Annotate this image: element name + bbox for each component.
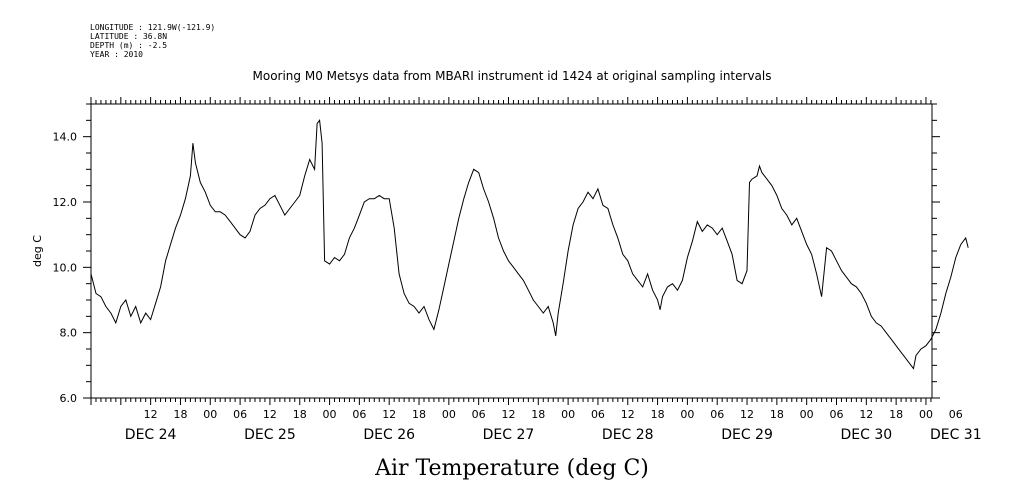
latitude-label: LATITUDE : 36.8N [90, 32, 167, 41]
x-tick-label: 06 [591, 408, 605, 421]
x-tick-label: 18 [889, 408, 903, 421]
depth-label: DEPTH (m) : -2.5 [90, 41, 167, 50]
x-tick-label: 12 [382, 408, 396, 421]
x-day-label: DEC 24 [125, 427, 177, 443]
y-tick-label: 10.0 [53, 261, 78, 274]
x-tick-label: 00 [919, 408, 933, 421]
x-axis-title: Air Temperature (deg C) [374, 456, 649, 481]
x-day-label: DEC 27 [483, 427, 535, 443]
x-tick-label: 06 [233, 408, 247, 421]
x-tick-label: 18 [173, 408, 187, 421]
x-tick-label: 18 [651, 408, 665, 421]
x-tick-label: 00 [800, 408, 814, 421]
plot-frame [90, 103, 933, 399]
x-day-label: DEC 26 [363, 427, 415, 443]
metadata-block: LONGITUDE : 121.9W(-121.9) LATITUDE : 36… [90, 23, 215, 59]
x-tick-label: 00 [203, 408, 217, 421]
x-tick-label: 12 [740, 408, 754, 421]
x-tick-label: 00 [442, 408, 456, 421]
x-tick-label: 18 [293, 408, 307, 421]
x-tick-label: 18 [531, 408, 545, 421]
chart-title: Mooring M0 Metsys data from MBARI instru… [253, 69, 772, 83]
y-axis-label: deg C [31, 235, 44, 267]
x-tick-label: 06 [472, 408, 486, 421]
air-temperature-line [90, 118, 969, 370]
y-tick-label: 8.0 [60, 327, 78, 340]
x-tick-label: 12 [263, 408, 277, 421]
longitude-label: LONGITUDE : 121.9W(-121.9) [90, 23, 215, 32]
y-axis-ticks: 6.0 8.0 10.0 12.0 14.0 [53, 131, 78, 405]
y-tick-label: 12.0 [53, 196, 78, 209]
x-tick-label: 00 [323, 408, 337, 421]
minor-ticks [83, 97, 940, 405]
x-tick-label: 00 [680, 408, 694, 421]
y-tick-label: 14.0 [53, 131, 78, 144]
x-tick-label: 12 [859, 408, 873, 421]
x-tick-label: 06 [830, 408, 844, 421]
x-day-label: DEC 28 [602, 427, 654, 443]
x-day-label: DEC 29 [721, 427, 773, 443]
x-tick-label: 06 [949, 408, 963, 421]
x-axis-ticks: 12 18 00 06 12 18 00 06 12 18 00 06 12 18 00 06 12 18 00 06… [144, 408, 963, 421]
x-day-label: DEC 25 [244, 427, 296, 443]
x-tick-label: 06 [710, 408, 724, 421]
x-day-label: DEC 31 [930, 427, 982, 443]
x-axis-day-labels: DEC 24 DEC 25 DEC 26 DEC 27 DEC 28 DEC 29 DEC … [125, 427, 982, 443]
x-tick-label: 00 [561, 408, 575, 421]
x-day-label: DEC 30 [840, 427, 892, 443]
x-tick-label: 06 [352, 408, 366, 421]
year-label: YEAR : 2010 [90, 50, 143, 59]
y-tick-label: 6.0 [60, 392, 78, 405]
x-tick-label: 12 [621, 408, 635, 421]
x-tick-label: 12 [501, 408, 515, 421]
x-tick-label: 12 [144, 408, 158, 421]
x-tick-label: 18 [412, 408, 426, 421]
x-tick-label: 18 [770, 408, 784, 421]
